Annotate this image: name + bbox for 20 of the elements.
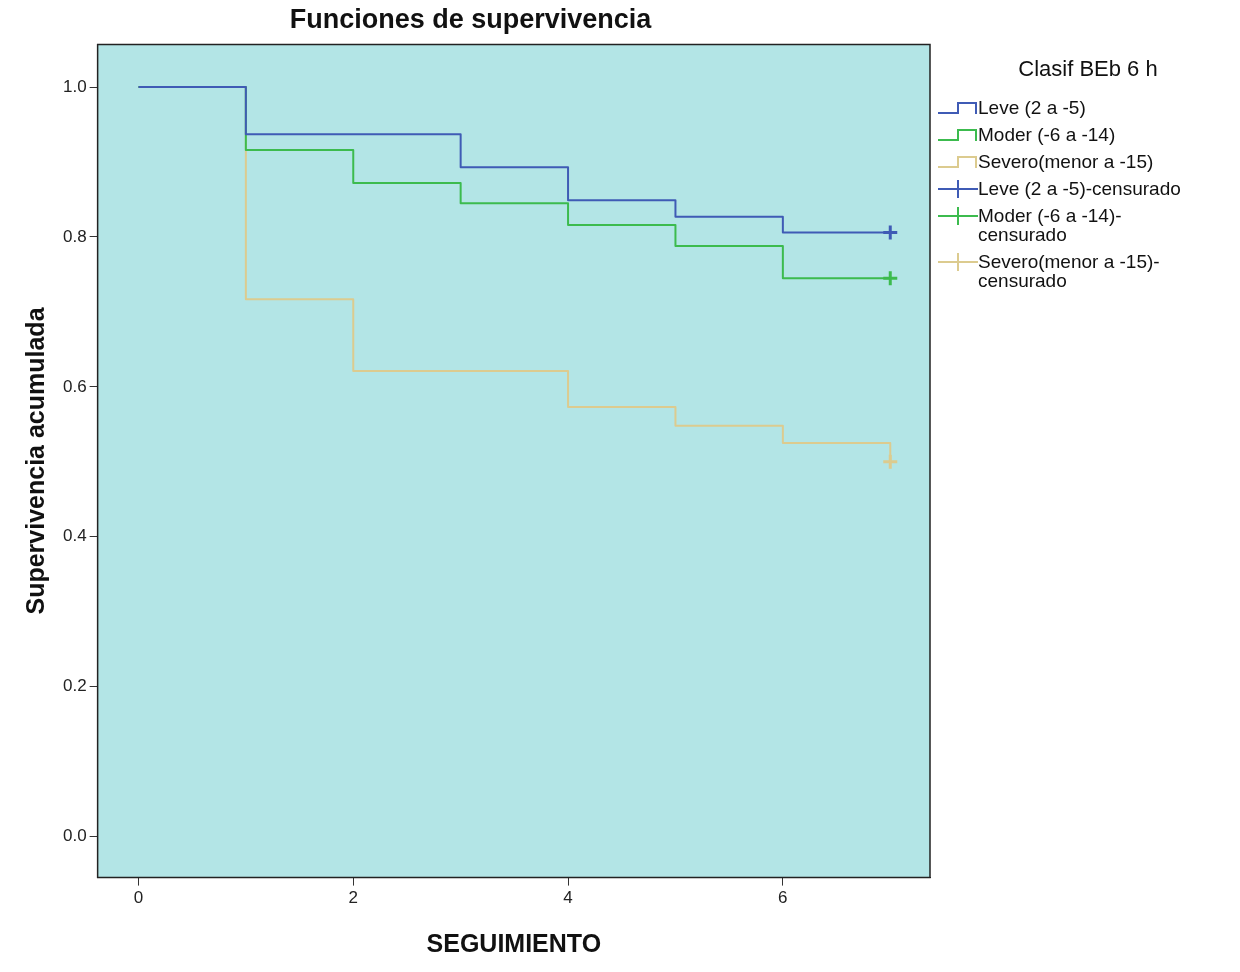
y-tick-label: 1.0 bbox=[62, 76, 87, 96]
x-axis-title: SEGUIMIENTO bbox=[426, 928, 602, 957]
y-tick-label: 0.4 bbox=[62, 526, 87, 546]
legend-label: Severo(menor a -15) bbox=[978, 151, 1154, 172]
x-tick-label: 2 bbox=[348, 888, 358, 908]
y-tick-label: 0.6 bbox=[62, 376, 87, 396]
chart-title: Funciones de supervivencia bbox=[289, 3, 653, 34]
y-tick-label: 0.8 bbox=[62, 226, 87, 246]
y-tick-label: 0.2 bbox=[62, 676, 87, 696]
legend-label: Leve (2 a -5)-censurado bbox=[978, 178, 1181, 199]
x-tick-label: 6 bbox=[778, 888, 788, 908]
x-tick-label: 4 bbox=[563, 888, 573, 908]
legend-title: Clasif BEb 6 h bbox=[1017, 56, 1159, 82]
legend-label: Leve (2 a -5) bbox=[978, 97, 1086, 118]
y-tick-label: 0.0 bbox=[62, 826, 87, 846]
legend-label: Severo(menor a -15)-censurado bbox=[978, 251, 1161, 291]
x-tick-label: 0 bbox=[133, 888, 144, 908]
legend-label: Moder (-6 a -14)-censurado bbox=[978, 205, 1123, 245]
legend-label: Moder (-6 a -14) bbox=[978, 124, 1116, 145]
y-axis-title: Supervivencia acumulada bbox=[20, 306, 49, 615]
